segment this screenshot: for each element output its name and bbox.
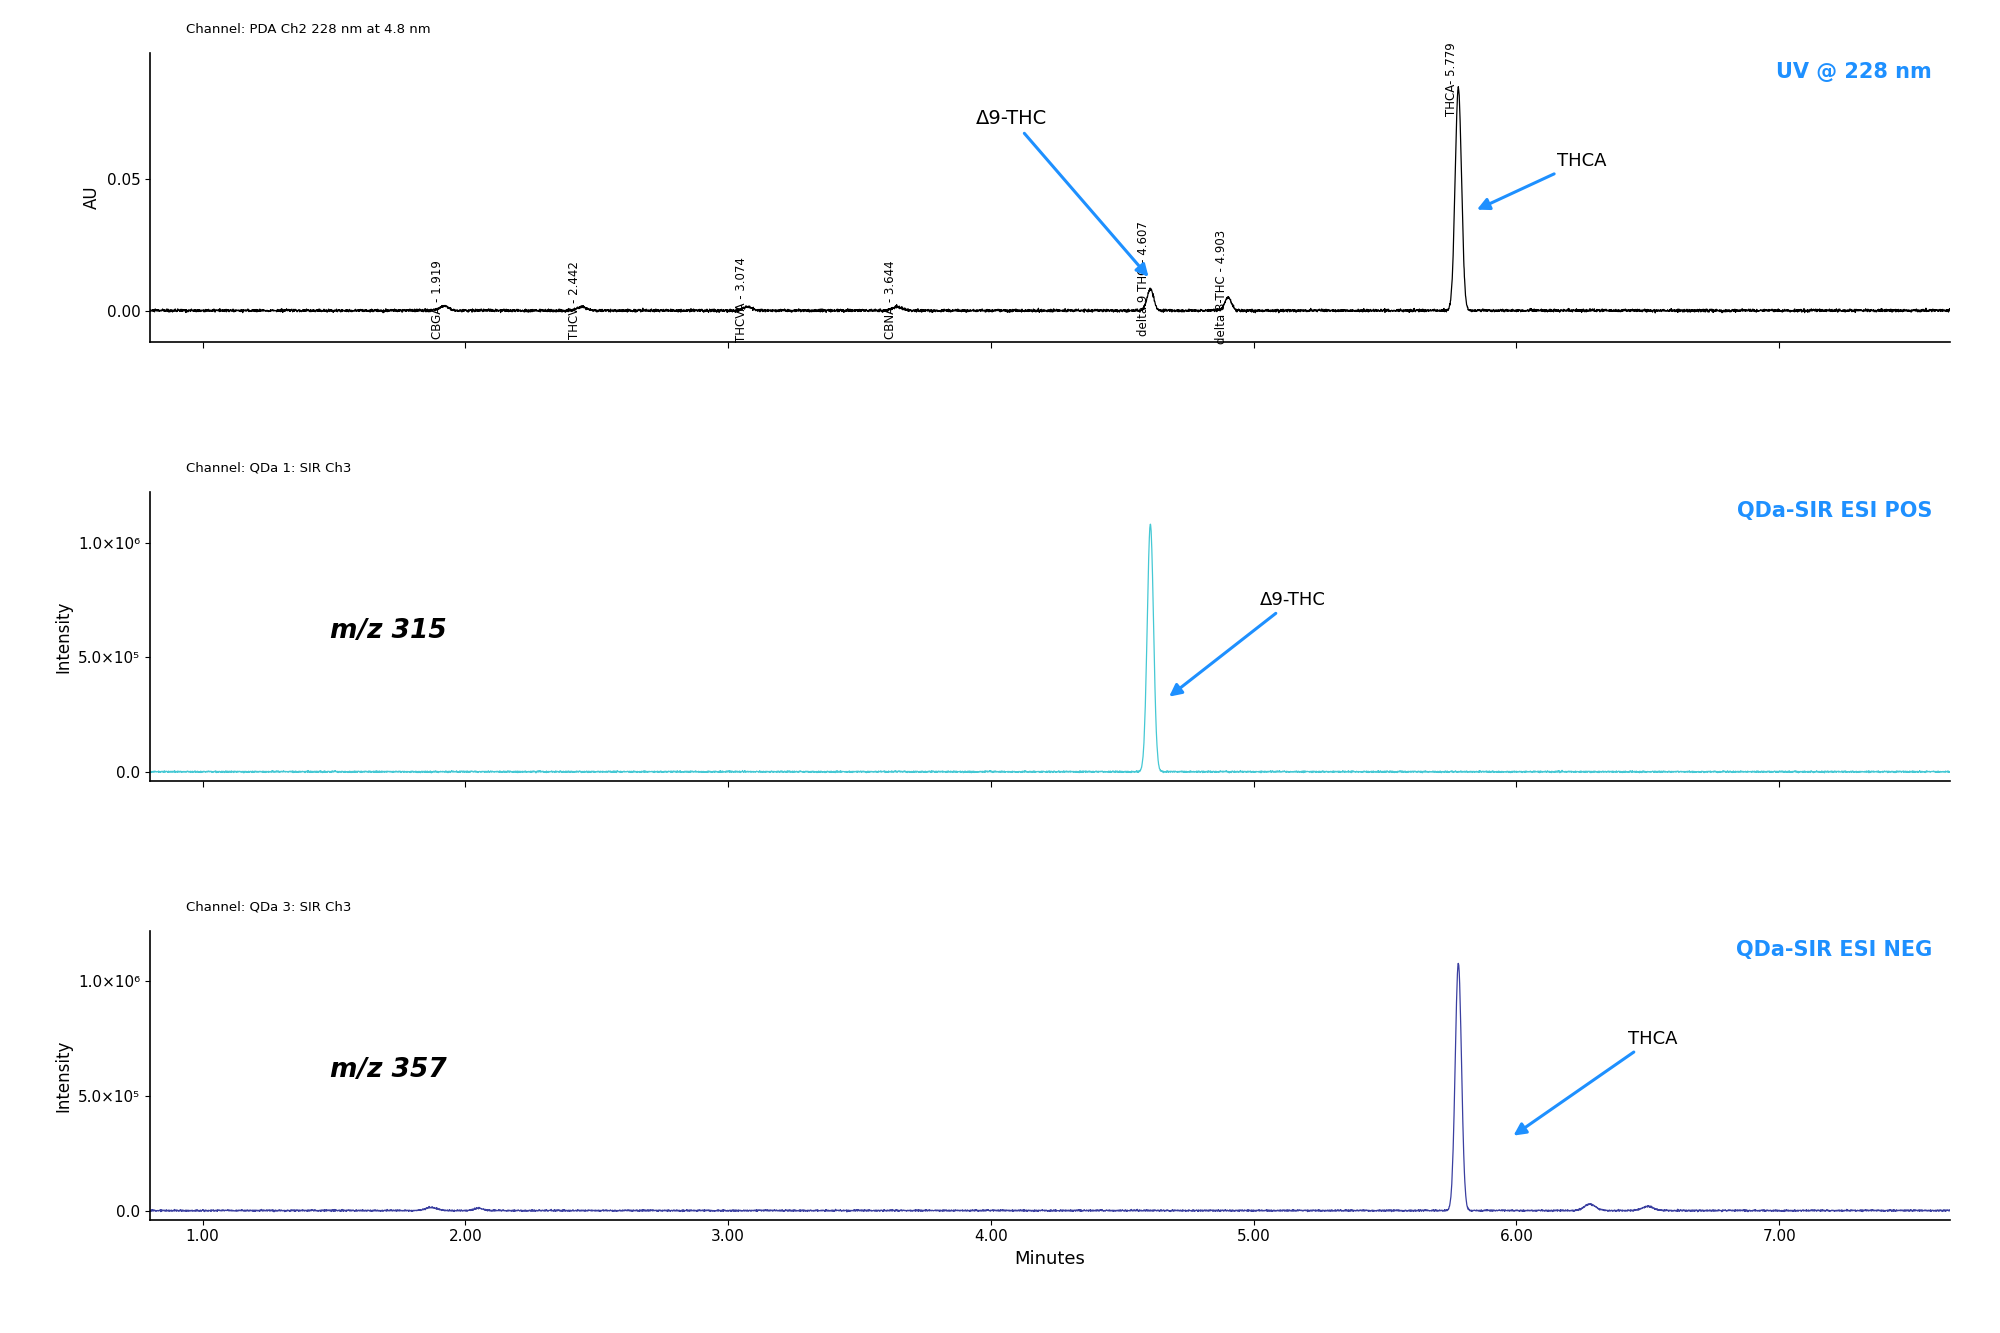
Text: CBNA - 3.644: CBNA - 3.644 bbox=[884, 261, 898, 340]
Text: Channel: PDA Ch2 228 nm at 4.8 nm: Channel: PDA Ch2 228 nm at 4.8 nm bbox=[186, 23, 430, 36]
Text: m/z 357: m/z 357 bbox=[330, 1057, 446, 1082]
Y-axis label: Intensity: Intensity bbox=[54, 600, 72, 673]
Text: THCA: THCA bbox=[1516, 1029, 1678, 1133]
Text: m/z 315: m/z 315 bbox=[330, 617, 446, 644]
Text: Channel: QDa 1: SIR Ch3: Channel: QDa 1: SIR Ch3 bbox=[186, 461, 352, 475]
Text: QDa-SIR ESI POS: QDa-SIR ESI POS bbox=[1736, 501, 1932, 521]
Y-axis label: AU: AU bbox=[82, 185, 100, 209]
Text: QDa-SIR ESI NEG: QDa-SIR ESI NEG bbox=[1736, 940, 1932, 960]
Text: delta 9 THC - 4.607: delta 9 THC - 4.607 bbox=[1138, 221, 1150, 336]
Text: THCA: THCA bbox=[1480, 152, 1606, 208]
Text: THCV - 2.442: THCV - 2.442 bbox=[568, 261, 582, 339]
Text: THCA- 5.779: THCA- 5.779 bbox=[1446, 43, 1458, 116]
X-axis label: Minutes: Minutes bbox=[1014, 1250, 1086, 1268]
Y-axis label: Intensity: Intensity bbox=[54, 1040, 72, 1112]
Text: Channel: QDa 3: SIR Ch3: Channel: QDa 3: SIR Ch3 bbox=[186, 901, 352, 913]
Text: CBGA - 1.919: CBGA - 1.919 bbox=[432, 260, 444, 340]
Text: UV @ 228 nm: UV @ 228 nm bbox=[1776, 61, 1932, 83]
Text: Δ9-THC: Δ9-THC bbox=[1172, 591, 1326, 694]
Text: Δ9-THC: Δ9-THC bbox=[976, 109, 1146, 275]
Text: delta 8-THC - 4.903: delta 8-THC - 4.903 bbox=[1216, 229, 1228, 344]
Text: THCVA - 3.074: THCVA - 3.074 bbox=[734, 257, 748, 343]
